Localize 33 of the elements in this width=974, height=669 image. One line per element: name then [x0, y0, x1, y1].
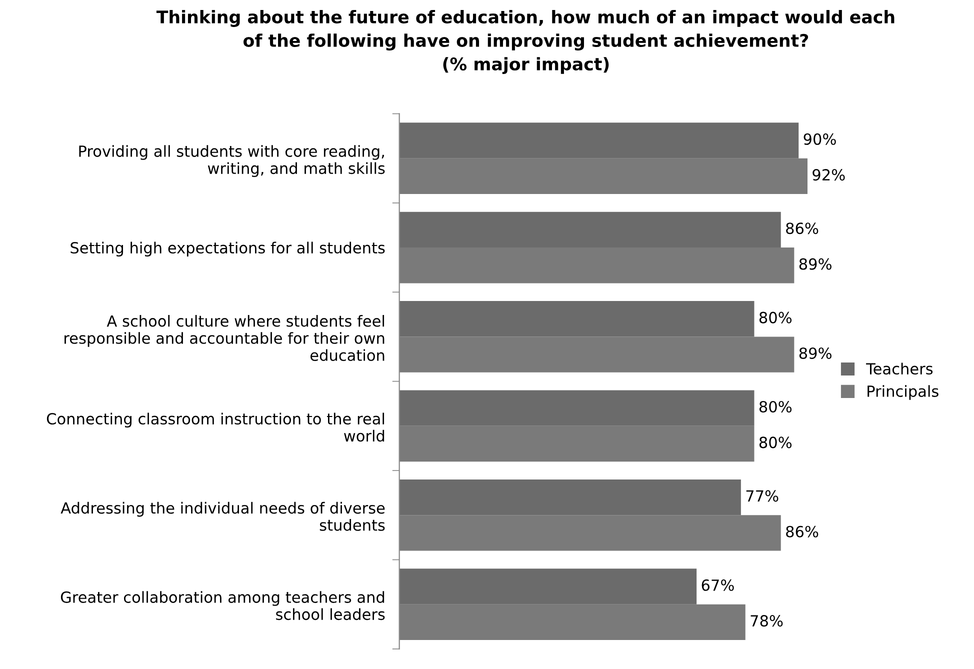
data-label: 80% — [759, 436, 792, 448]
bar — [399, 426, 754, 462]
legend-label: Principals — [868, 385, 938, 400]
bar — [399, 336, 794, 372]
y-tick-label: Greater collaboration among teachers and school leaders — [60, 591, 385, 620]
bar — [399, 604, 746, 640]
data-label: 80% — [759, 400, 792, 413]
bar — [399, 248, 794, 284]
data-label: 67% — [702, 579, 734, 591]
bar — [399, 515, 781, 551]
bar — [399, 568, 697, 604]
data-label: 78% — [750, 615, 783, 627]
bar — [399, 212, 781, 248]
chart-title: Thinking about the future of education, how much of an impact would each of the following have on improving student achievement? (% major impact) — [156, 10, 894, 74]
y-tick-label: Addressing the individual needs of diverse students — [60, 502, 385, 531]
data-label: 77% — [746, 490, 778, 502]
data-label: 80% — [759, 312, 792, 324]
y-tick-label: Connecting classroom instruction to the real world — [46, 412, 384, 442]
y-tick-label: A school culture where students feel responsible and accountable for their own education — [64, 314, 384, 362]
data-label: 89% — [799, 347, 832, 360]
data-label: 92% — [812, 169, 845, 181]
bar — [399, 390, 754, 426]
bar — [399, 301, 754, 337]
data-label: 86% — [786, 222, 818, 234]
data-label: 86% — [786, 526, 818, 538]
bar — [399, 158, 808, 194]
data-label: 90% — [804, 133, 836, 145]
data-label: 89% — [799, 258, 832, 270]
y-tick-label: Setting high expectations for all students — [70, 242, 385, 257]
bar — [399, 122, 799, 158]
bar — [399, 479, 741, 516]
legend-label: Teachers — [866, 362, 933, 375]
y-tick-label: Providing all students with core reading, writing, and math skills — [79, 145, 385, 178]
